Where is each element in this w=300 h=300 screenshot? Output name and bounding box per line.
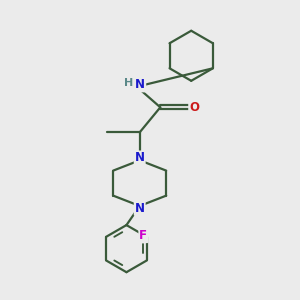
Text: O: O: [189, 101, 199, 114]
Text: F: F: [139, 229, 147, 242]
Text: N: N: [135, 202, 145, 215]
Text: N: N: [135, 152, 145, 164]
Text: N: N: [135, 78, 145, 92]
Text: H: H: [124, 78, 134, 88]
